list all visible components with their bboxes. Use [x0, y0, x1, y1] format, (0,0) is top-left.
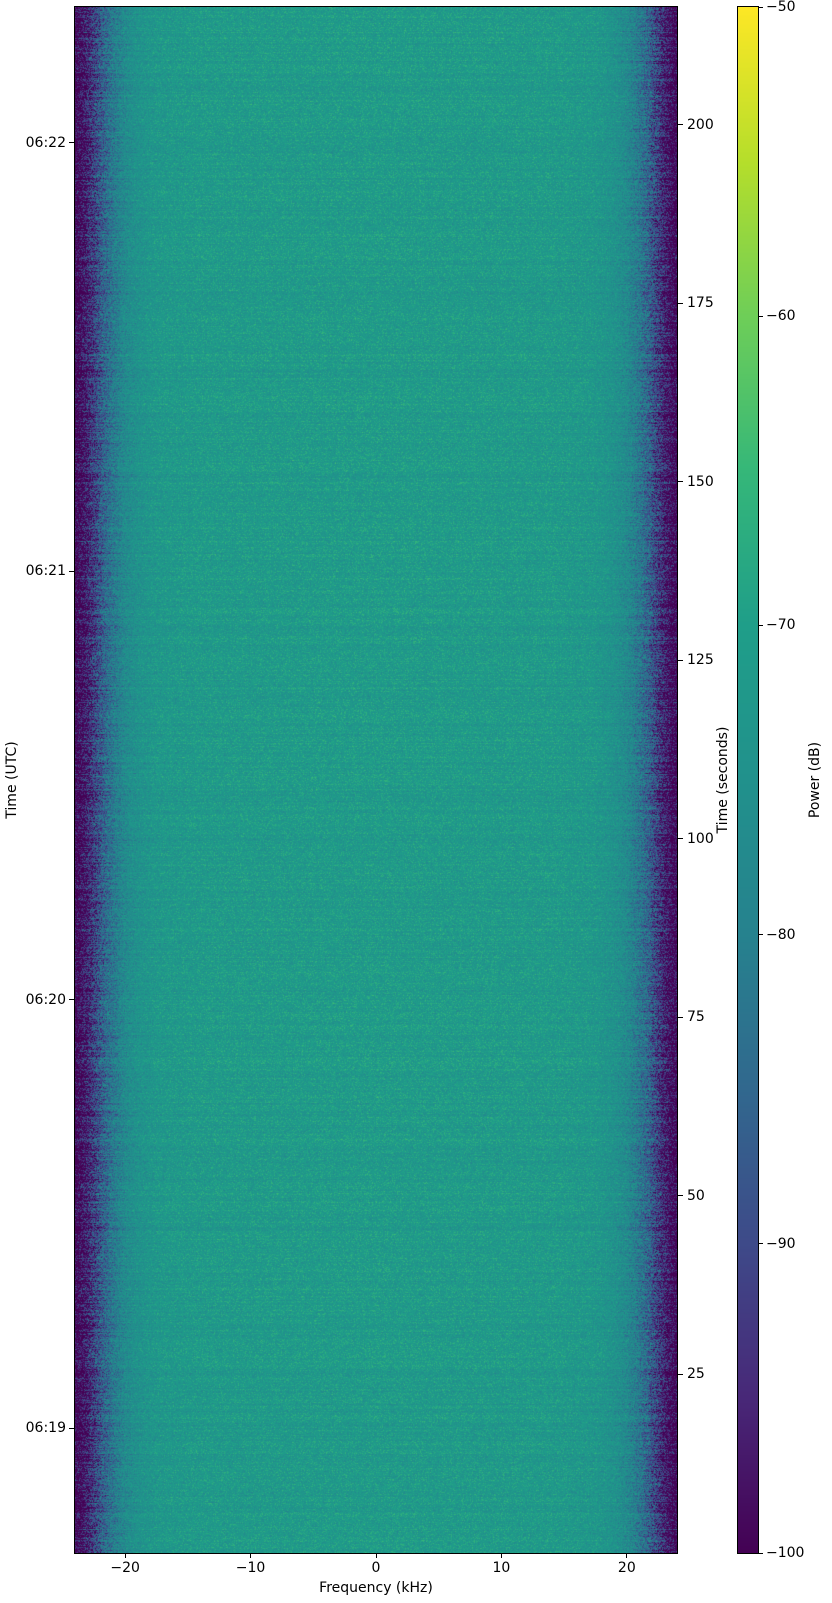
colorbar-tick-label: −80	[766, 926, 796, 943]
utc-tick	[69, 570, 74, 572]
seconds-tick	[678, 1195, 683, 1197]
seconds-tick	[678, 302, 683, 304]
seconds-tick-label: 125	[687, 652, 714, 669]
colorbar-tick-label: −100	[766, 1545, 805, 1561]
seconds-tick	[678, 124, 683, 126]
seconds-tick	[678, 838, 683, 840]
left-y-axis-label: Time (UTC)	[4, 741, 20, 819]
utc-tick	[69, 999, 74, 1001]
seconds-tick-label: 50	[687, 1187, 705, 1204]
utc-tick-label: 06:20	[25, 991, 66, 1008]
colorbar-tick-label: −70	[766, 617, 796, 634]
seconds-tick-label: 25	[687, 1366, 705, 1383]
colorbar-tick-label: −50	[766, 0, 796, 15]
seconds-tick-label: 175	[687, 295, 714, 312]
seconds-tick	[678, 659, 683, 661]
colorbar-tick	[759, 315, 763, 317]
colorbar-label: Power (dB)	[807, 741, 823, 819]
right-y-axis-label: Time (seconds)	[715, 726, 731, 834]
colorbar-tick	[759, 6, 763, 8]
x-tick	[375, 1553, 377, 1558]
colorbar-tick	[759, 1552, 763, 1554]
colorbar-tick	[759, 1243, 763, 1245]
colorbar-canvas	[738, 7, 758, 1553]
x-tick-label: −10	[235, 1560, 266, 1576]
x-tick-label: 0	[371, 1560, 381, 1576]
colorbar-area	[737, 6, 759, 1554]
utc-tick-label: 06:22	[25, 134, 66, 151]
utc-tick-label: 06:21	[25, 563, 66, 580]
colorbar-tick	[759, 934, 763, 936]
x-axis-label: Frequency (kHz)	[319, 1580, 433, 1596]
seconds-tick	[678, 1016, 683, 1018]
seconds-tick	[678, 481, 683, 483]
x-tick-label: 20	[617, 1560, 636, 1576]
x-tick	[250, 1553, 252, 1558]
utc-tick	[69, 142, 74, 144]
x-tick-label: −20	[110, 1560, 140, 1576]
colorbar-tick-label: −60	[766, 308, 796, 325]
seconds-tick-label: 150	[687, 473, 714, 490]
x-tick	[626, 1553, 628, 1558]
x-tick-label: 10	[492, 1560, 511, 1576]
seconds-tick-label: 200	[687, 116, 714, 133]
x-tick	[500, 1553, 502, 1558]
utc-tick	[69, 1427, 74, 1429]
colorbar-tick-label: −90	[766, 1235, 796, 1252]
seconds-tick-label: 100	[687, 830, 714, 847]
x-tick	[124, 1553, 126, 1558]
colorbar-tick	[759, 624, 763, 626]
utc-tick-label: 06:19	[25, 1420, 66, 1437]
seconds-tick-label: 75	[687, 1009, 705, 1026]
spectrogram-heatmap-canvas	[75, 7, 677, 1553]
plot-area	[74, 6, 678, 1554]
seconds-tick	[678, 1373, 683, 1375]
